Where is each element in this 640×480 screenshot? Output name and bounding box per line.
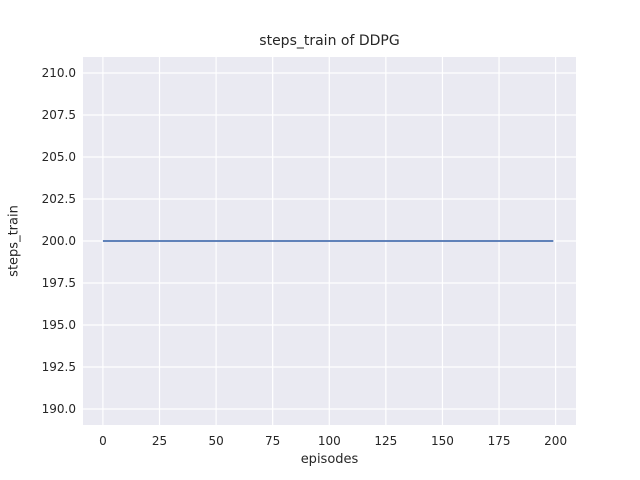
y-tick-label: 195.0: [41, 318, 76, 333]
chart-title: steps_train of DDPG: [259, 33, 400, 49]
y-tick-label: 192.5: [41, 360, 76, 375]
x-tick-label: 175: [487, 434, 511, 448]
x-tick-label: 25: [151, 434, 168, 448]
x-tick-label: 125: [374, 434, 398, 448]
y-tick-label: 202.5: [41, 191, 76, 206]
x-tick-label: 150: [430, 434, 454, 448]
plot-area: [83, 57, 576, 425]
x-tick-label: 50: [208, 434, 224, 448]
x-tick-label: 75: [265, 434, 281, 448]
plot-canvas: [83, 57, 576, 425]
y-tick-label: 200.0: [41, 234, 76, 248]
y-tick-label: 190.0: [41, 402, 76, 417]
y-tick-label: 197.5: [41, 276, 76, 290]
x-tick-label: 0: [99, 434, 107, 448]
x-axis-label: episodes: [300, 452, 359, 467]
y-tick-label: 205.0: [41, 149, 76, 164]
x-tick-label: 100: [317, 434, 341, 448]
y-tick-label: 207.5: [41, 107, 76, 122]
y-tick-label: 210.0: [41, 65, 76, 80]
x-tick-label: 200: [544, 434, 568, 448]
